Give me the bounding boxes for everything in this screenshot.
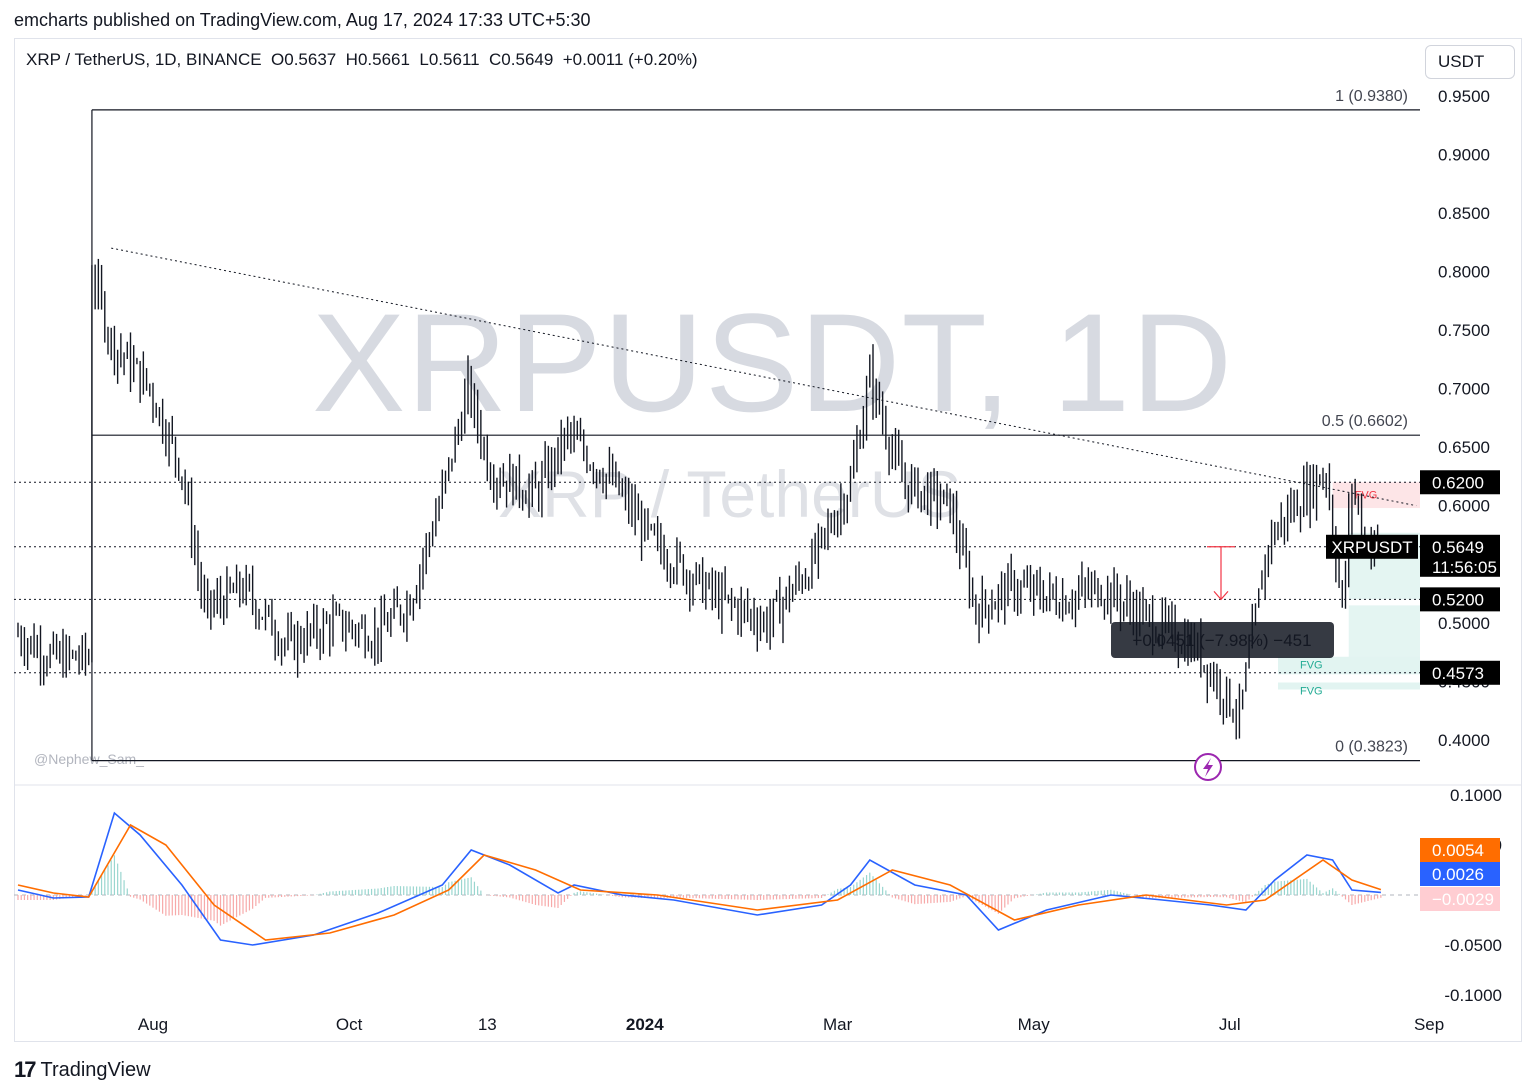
macd-histogram xyxy=(17,855,1382,926)
symbol-tag xyxy=(1326,534,1418,559)
price-tag-label-3: 0.4573 xyxy=(1432,664,1484,683)
macd-tag-label-2: −0.0029 xyxy=(1432,890,1494,909)
y-tick-label: 0.9500 xyxy=(1438,87,1490,106)
macd-y-tick-label: -0.1000 xyxy=(1444,986,1502,1005)
measure-label-box xyxy=(1111,622,1334,658)
fvg-label-2: FVG xyxy=(1300,660,1323,672)
lightning-glyph xyxy=(1203,758,1213,777)
symbol-tag-label: XRPUSDT xyxy=(1331,538,1412,557)
y-tick-label: 0.7500 xyxy=(1438,321,1490,340)
x-tick-label: Sep xyxy=(1414,1015,1444,1034)
y-tick-label: 0.6500 xyxy=(1438,438,1490,457)
symbol-ohlc-line: XRP / TetherUS, 1D, BINANCE O0.5637 H0.5… xyxy=(26,50,698,69)
x-tick-label: Oct xyxy=(336,1015,363,1034)
price-tag-3 xyxy=(1420,660,1500,685)
fvg-label-3: FVG xyxy=(1300,685,1323,697)
y-tick-label: 0.8500 xyxy=(1438,204,1490,223)
fvg-zone-1 xyxy=(1332,482,1420,509)
y-tick-label: 0.4000 xyxy=(1438,731,1490,750)
x-tick-label: 13 xyxy=(478,1015,497,1034)
x-tick-label: 2024 xyxy=(626,1015,664,1034)
macd-tag-label-1: 0.0026 xyxy=(1432,865,1484,884)
macd-tag-label-0: 0.0054 xyxy=(1432,841,1484,860)
tradingview-logo-icon: 17 xyxy=(14,1057,37,1082)
x-tick-label: May xyxy=(1018,1015,1051,1034)
author-tag: @Nephew_Sam_ xyxy=(34,751,144,767)
macd-tag-0 xyxy=(1420,838,1500,862)
candles xyxy=(17,258,1382,740)
fvg-zone-3 xyxy=(1278,682,1420,690)
signal-line xyxy=(17,823,1382,941)
price-tag-label-0: 0.6200 xyxy=(1432,473,1484,492)
trendline xyxy=(111,247,1417,507)
fvg-label-1: FVG xyxy=(1355,489,1378,501)
y-tick-label: 0.7000 xyxy=(1438,380,1490,399)
y-tick-label: 0.8000 xyxy=(1438,262,1490,281)
price-tag-label-1: 0.5649 xyxy=(1432,538,1484,557)
tradingview-brand[interactable]: 17 TradingView xyxy=(14,1057,151,1083)
macd-y-tick-label: 0.1000 xyxy=(1450,786,1502,805)
macd-tag-2 xyxy=(1420,887,1500,911)
measure-label: −0.0451 (−7.98%) −451 xyxy=(1132,631,1311,650)
y-tick-label: 0.9000 xyxy=(1438,145,1490,164)
currency-button[interactable]: USDT xyxy=(1425,45,1515,79)
macd-line xyxy=(17,811,1381,946)
price-tag-0 xyxy=(1420,470,1500,495)
measure-arrow-head xyxy=(1213,590,1229,601)
publisher-line: emcharts published on TradingView.com, A… xyxy=(14,10,591,30)
fib-level-label-2: 0 (0.3823) xyxy=(1335,739,1408,756)
long-position-zone xyxy=(1348,605,1420,657)
brand-label: TradingView xyxy=(40,1058,151,1081)
macd-tag-1 xyxy=(1420,862,1500,886)
fib-level-label-1: 0.5 (0.6602) xyxy=(1322,413,1408,430)
watermark-description: XRP / TetherUS xyxy=(498,457,962,531)
price-tag-label-2: 0.5200 xyxy=(1432,590,1484,609)
countdown-label: 11:56:05 xyxy=(1432,558,1497,577)
y-tick-label: 0.5000 xyxy=(1438,614,1490,633)
price-tag-1 xyxy=(1420,534,1500,577)
y-tick-label: 0.6000 xyxy=(1438,497,1490,516)
x-tick-label: Aug xyxy=(138,1015,168,1034)
fib-level-label-0: 1 (0.9380) xyxy=(1335,88,1408,105)
macd-y-tick-label: -0.0500 xyxy=(1444,936,1502,955)
x-tick-label: Mar xyxy=(823,1015,853,1034)
x-tick-label: Jul xyxy=(1219,1015,1241,1034)
chart-frame xyxy=(14,38,1522,1042)
price-tag-2 xyxy=(1420,587,1500,612)
fvg-zone-2 xyxy=(1278,656,1420,675)
